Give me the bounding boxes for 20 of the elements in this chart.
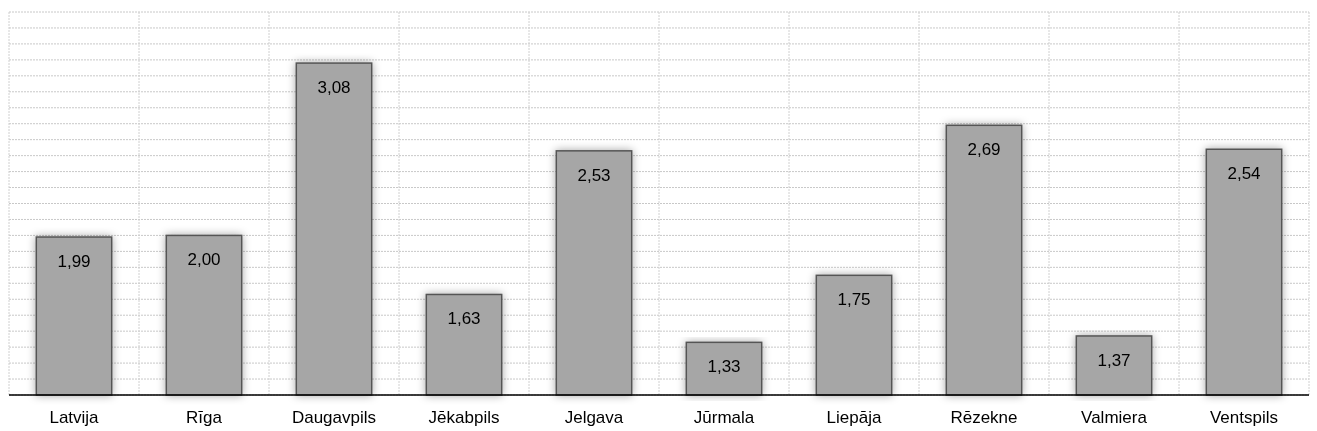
data-label: 1,99: [57, 252, 91, 272]
data-label: 1,63: [447, 309, 481, 329]
data-label: 1,37: [1097, 350, 1131, 370]
data-label: 1,33: [707, 357, 741, 377]
x-tick-label: Liepāja: [826, 408, 882, 427]
x-tick-label: Rēzekne: [950, 408, 1018, 427]
data-label: 2,53: [577, 165, 611, 185]
data-label: 1,75: [837, 290, 871, 310]
x-tick-label: Latvija: [49, 408, 100, 427]
x-tick-label: Valmiera: [1081, 408, 1148, 427]
x-tick-label: Jēkabpils: [428, 408, 500, 427]
data-label: 2,69: [967, 140, 1001, 160]
x-tick-label: Rīga: [186, 408, 223, 427]
x-tick-label: Ventspils: [1209, 408, 1279, 427]
data-label: 2,00: [187, 250, 221, 270]
x-tick-label: Daugavpils: [291, 408, 377, 427]
data-label: 3,08: [317, 78, 351, 98]
data-label: 2,54: [1227, 164, 1261, 184]
x-tick-label: Jelgava: [564, 408, 624, 427]
x-tick-label: Jūrmala: [693, 408, 755, 427]
